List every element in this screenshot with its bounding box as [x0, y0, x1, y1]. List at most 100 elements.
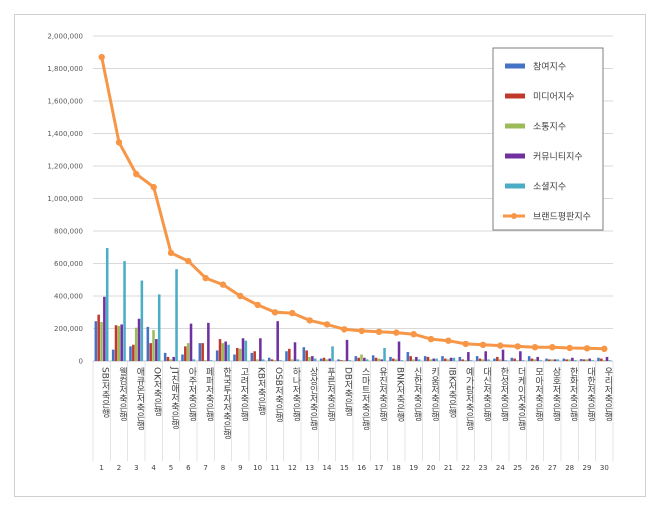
bar-참여지수: [319, 358, 323, 361]
bar-참여지수: [371, 355, 375, 361]
bar-참여지수: [285, 351, 288, 361]
bar-소통지수: [256, 359, 259, 362]
bar-미디어지수: [218, 339, 222, 361]
x-category-label: SBI저축은행: [100, 367, 110, 418]
bar-미디어지수: [600, 358, 603, 361]
bar-참여지수: [233, 354, 236, 361]
bar-소통지수: [221, 343, 225, 362]
bar-커뮤니티지수: [120, 324, 123, 361]
bar-참여지수: [545, 358, 548, 361]
bar-미디어지수: [253, 351, 256, 361]
bar-소통지수: [100, 322, 103, 361]
legend-box: [492, 47, 604, 231]
bar-소통지수: [429, 359, 433, 362]
bar-커뮤니티지수: [189, 323, 193, 362]
x-category-label: 한국투자저축은행: [221, 367, 231, 439]
bar-소셜지수: [452, 357, 456, 361]
bar-미디어지수: [322, 357, 326, 361]
bar-소셜지수: [487, 359, 490, 362]
legend-swatch: [505, 153, 525, 159]
bar-참여지수: [493, 358, 496, 361]
x-rank-label: 21: [444, 464, 453, 472]
legend-swatch: [505, 123, 525, 129]
x-rank-label: 13: [305, 464, 314, 472]
bar-소셜지수: [261, 359, 265, 362]
x-category-label: 유진저축은행: [377, 367, 387, 421]
legend-label: 커뮤니티지수: [533, 152, 583, 163]
bar-참여지수: [250, 352, 254, 362]
bar-미디어지수: [149, 343, 152, 362]
x-category-label: 한화저축은행: [568, 367, 578, 421]
y-tick-label: 1,800,000: [47, 65, 83, 73]
line-point-브랜드평판지수: [358, 327, 365, 335]
bar-미디어지수: [166, 356, 170, 361]
bar-소통지수: [394, 359, 398, 362]
x-rank-label: 15: [340, 464, 349, 472]
x-rank-label: 27: [548, 464, 557, 472]
bar-소통지수: [602, 360, 606, 361]
line-point-브랜드평판지수: [289, 309, 296, 317]
bar-소통지수: [238, 348, 242, 361]
bar-커뮤니티지수: [241, 338, 245, 361]
x-category-label: 푸른저축은행: [325, 367, 335, 421]
x-rank-label: 30: [600, 464, 609, 472]
bar-참여지수: [111, 349, 115, 362]
bar-참여지수: [562, 358, 566, 361]
y-tick-label: 2,000,000: [47, 33, 83, 41]
bar-소셜지수: [175, 269, 178, 361]
bar-참여지수: [198, 343, 202, 362]
legend-label: 소셜지수: [533, 182, 566, 193]
y-tick-label: 1,600,000: [47, 98, 83, 106]
x-category-label: 한성저축은행: [498, 367, 508, 421]
legend-label: 참여지수: [533, 61, 566, 73]
bar-소통지수: [169, 359, 173, 362]
bar-참여지수: [423, 356, 427, 362]
line-point-브랜드평판지수: [497, 342, 504, 349]
line-point-브랜드평판지수: [202, 274, 209, 282]
bar-소통지수: [377, 358, 381, 361]
bar-소통지수: [273, 360, 277, 361]
bar-미디어지수: [340, 360, 343, 361]
bar-참여지수: [181, 354, 184, 361]
bar-소셜지수: [140, 280, 144, 361]
bar-소셜지수: [244, 340, 248, 361]
bar-커뮤니티지수: [103, 296, 106, 361]
line-point-브랜드평판지수: [427, 335, 435, 343]
line-point-브랜드평판지수: [167, 249, 175, 257]
x-rank-label: 29: [583, 464, 592, 472]
bar-미디어지수: [392, 358, 395, 361]
bar-소셜지수: [331, 346, 334, 362]
bar-커뮤니티지수: [276, 321, 279, 361]
bar-소통지수: [585, 359, 589, 362]
x-category-label: 페퍼저축은행: [204, 367, 214, 421]
x-category-label: 상상인저축은행: [308, 367, 318, 430]
bar-미디어지수: [357, 357, 360, 361]
bar-소통지수: [290, 359, 294, 362]
bar-소셜지수: [209, 360, 213, 361]
x-rank-label: 2: [117, 464, 121, 472]
bar-커뮤니티지수: [380, 359, 383, 362]
y-tick-label: 600,000: [54, 260, 83, 268]
bar-미디어지수: [426, 356, 430, 361]
x-rank-label: 18: [392, 464, 401, 472]
x-rank-label: 19: [409, 464, 418, 472]
bar-소셜지수: [365, 359, 369, 362]
bar-커뮤니티지수: [224, 341, 227, 361]
x-category-label: 대신저축은행: [481, 367, 491, 421]
bar-커뮤니티지수: [484, 351, 487, 361]
x-category-label: 삼호저축은행: [550, 367, 560, 421]
y-tick-label: 1,000,000: [47, 195, 83, 203]
bar-소셜지수: [573, 360, 577, 361]
line-point-브랜드평판지수: [237, 292, 244, 300]
bar-미디어지수: [374, 357, 378, 361]
bar-미디어지수: [496, 356, 499, 361]
bar-소셜지수: [296, 359, 300, 362]
bar-소통지수: [117, 326, 121, 361]
line-point-브랜드평판지수: [566, 344, 573, 352]
bar-커뮤니티지수: [311, 356, 314, 362]
bar-소통지수: [568, 359, 571, 362]
bar-참여지수: [406, 352, 410, 361]
x-category-label: 애큐온저축은행: [134, 367, 144, 430]
bar-소통지수: [516, 360, 519, 361]
bar-소통지수: [481, 359, 485, 362]
